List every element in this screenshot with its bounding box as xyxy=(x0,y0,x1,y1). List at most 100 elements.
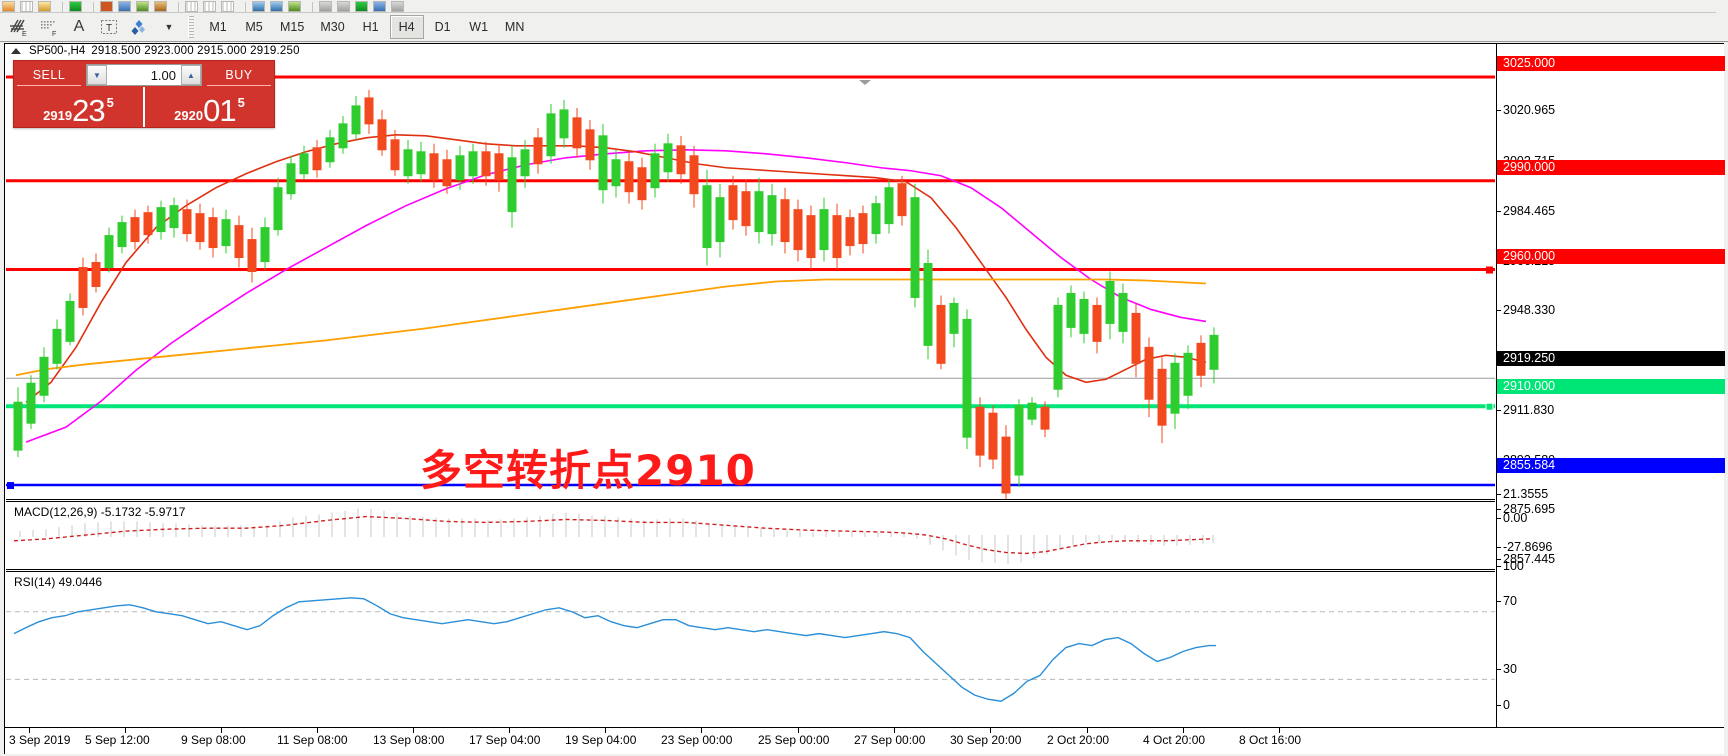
collapse-triangle-icon[interactable] xyxy=(11,48,21,54)
dropdown-arrow-icon[interactable]: ▼ xyxy=(154,15,184,40)
volume-decrement-icon[interactable]: ▼ xyxy=(87,65,107,85)
new-chart-icon[interactable] xyxy=(2,1,15,12)
macd-histogram xyxy=(19,508,1214,565)
volume-increment-icon[interactable]: ▲ xyxy=(181,65,201,85)
rsi-caption: RSI(14) 49.0446 xyxy=(14,575,103,589)
one-click-trading-panel[interactable]: SELL ▼ 1.00 ▲ BUY 2919 23 5 2920 01 5 xyxy=(13,60,275,128)
candlestick-series xyxy=(13,89,1219,499)
navigator-icon[interactable] xyxy=(136,1,149,12)
bar-chart-icon[interactable] xyxy=(185,1,198,12)
price-pane[interactable] xyxy=(6,58,1495,500)
time-label: 9 Sep 08:00 xyxy=(181,733,246,747)
timeframe-h1[interactable]: H1 xyxy=(362,20,379,34)
templates-icon[interactable] xyxy=(355,1,368,12)
text-object-icon[interactable]: T xyxy=(94,15,124,40)
objects-glyph xyxy=(131,20,145,35)
time-label: 11 Sep 08:00 xyxy=(277,733,348,747)
window-scroll-corner[interactable] xyxy=(1716,0,1728,13)
time-label: 23 Sep 00:00 xyxy=(661,733,733,747)
level-handle-2855 xyxy=(7,482,14,490)
level-handle-2910 xyxy=(1485,402,1494,411)
sell-button[interactable]: SELL xyxy=(17,64,81,86)
timeframe-m30[interactable]: M30 xyxy=(320,20,345,34)
rsi-tick-100: 100 xyxy=(1497,559,1524,573)
time-label: 8 Oct 16:00 xyxy=(1239,733,1302,747)
price-tick: 2875.695 xyxy=(1496,502,1556,516)
volume-input[interactable]: 1.00 xyxy=(107,65,181,85)
text-label-icon[interactable]: A xyxy=(64,15,94,40)
zoom-out-icon[interactable] xyxy=(270,1,283,12)
line-chart-icon[interactable] xyxy=(221,1,234,12)
time-axis[interactable]: 3 Sep 2019 5 Sep 12:00 9 Sep 08:00 11 Se… xyxy=(4,727,1724,754)
time-label: 27 Sep 00:00 xyxy=(854,733,926,747)
macd-signal-line xyxy=(13,515,1212,555)
terminal-icon[interactable] xyxy=(154,1,167,12)
timeframe-d1[interactable]: D1 xyxy=(434,20,451,34)
chart-shift-icon[interactable] xyxy=(319,1,332,12)
buy-price-prefix: 2920 xyxy=(174,108,204,123)
rsi-line xyxy=(13,597,1216,702)
macd-tick-zero: 0.00 xyxy=(1496,511,1528,525)
level-label-2855[interactable]: 2855.584 xyxy=(1497,458,1725,473)
volume-spinner[interactable]: ▼ 1.00 ▲ xyxy=(86,64,202,86)
grid-icon[interactable] xyxy=(391,1,404,12)
price-tick: 3020.965 xyxy=(1496,103,1556,117)
timeframe-group: M1 M5 M15 M30 H1 H4 D1 W1 MN xyxy=(201,15,534,39)
toolbar-grip[interactable] xyxy=(188,16,194,38)
sell-price[interactable]: 2919 23 5 xyxy=(14,87,143,127)
level-label-2910[interactable]: 2910.000 xyxy=(1497,379,1725,394)
timeframe-mn[interactable]: MN xyxy=(504,20,525,34)
indicators-icon[interactable]: F xyxy=(34,15,64,40)
time-label: 13 Sep 08:00 xyxy=(373,733,445,747)
symbol-timeframe-label: SP500-,H4 xyxy=(29,45,86,57)
indicator-list-icon[interactable] xyxy=(337,1,350,12)
price-tick: 2857.445 xyxy=(1496,552,1556,566)
timeframe-m15[interactable]: M15 xyxy=(280,20,305,34)
level-label-2960[interactable]: 2960.000 xyxy=(1497,249,1725,264)
candlestick-chart-icon[interactable] xyxy=(203,1,216,12)
pane-splitter-handle[interactable] xyxy=(856,80,874,84)
chart-canvas: MACD(12,26,9) -5.1732 -5.9717 RSI(14) 49… xyxy=(6,58,1495,738)
sell-price-prefix: 2919 xyxy=(43,108,73,123)
zoom-in-icon[interactable] xyxy=(252,1,265,12)
expert-advisor-icon[interactable]: E xyxy=(4,15,34,40)
time-label: 2 Oct 20:00 xyxy=(1047,733,1110,747)
data-window-icon[interactable] xyxy=(118,1,131,12)
price-scale[interactable]: 3020.965 3002.715 2984.465 2966.215 2948… xyxy=(1496,44,1725,754)
auto-scroll-icon[interactable] xyxy=(288,1,301,12)
periodicity-icon[interactable] xyxy=(373,1,386,12)
sell-price-fraction: 5 xyxy=(106,95,114,110)
rsi-tick-70: 70 xyxy=(1497,594,1517,608)
ma-orange-line xyxy=(15,278,1207,377)
market-watch-icon[interactable] xyxy=(100,1,113,12)
objects-icon[interactable] xyxy=(124,15,154,40)
svg-text:T: T xyxy=(106,23,112,34)
sell-price-big: 23 xyxy=(72,93,105,128)
level-label-3025[interactable]: 3025.000 xyxy=(1497,56,1725,71)
chart-annotation-text[interactable]: 多空转折点2910 xyxy=(420,446,756,495)
level-label-2990[interactable]: 2990.000 xyxy=(1497,160,1725,175)
macd-caption: MACD(12,26,9) -5.1732 -5.9717 xyxy=(14,505,186,519)
new-order-icon[interactable] xyxy=(69,1,82,12)
buy-price[interactable]: 2920 01 5 xyxy=(143,87,274,127)
time-label: 3 Sep 2019 xyxy=(9,733,71,747)
macd-tick-max: 21.3555 xyxy=(1496,487,1549,501)
macd-pane[interactable]: MACD(12,26,9) -5.1732 -5.9717 xyxy=(6,501,1495,570)
rsi-pane[interactable]: RSI(14) 49.0446 xyxy=(6,571,1495,738)
buy-button[interactable]: BUY xyxy=(207,64,271,86)
toolbar-separator xyxy=(93,2,94,12)
rsi-tick-0: 0 xyxy=(1497,698,1510,712)
timeframe-w1[interactable]: W1 xyxy=(469,20,489,34)
price-tick: 2948.330 xyxy=(1496,303,1556,317)
open-chart-icon[interactable] xyxy=(38,1,51,12)
buy-price-big: 01 xyxy=(203,93,236,128)
timeframe-m1[interactable]: M1 xyxy=(209,20,227,34)
chevron-down-glyph: ▼ xyxy=(164,22,174,32)
chart-header: SP500-,H4 2918.500 2923.000 2915.000 291… xyxy=(5,44,1495,58)
timeframe-h4[interactable]: H4 xyxy=(389,15,424,39)
profiles-icon[interactable] xyxy=(20,1,33,12)
svg-text:F: F xyxy=(52,31,56,37)
level-handle-2960 xyxy=(1486,266,1493,274)
timeframe-m5[interactable]: M5 xyxy=(245,20,263,34)
price-chart-svg xyxy=(6,75,1495,499)
